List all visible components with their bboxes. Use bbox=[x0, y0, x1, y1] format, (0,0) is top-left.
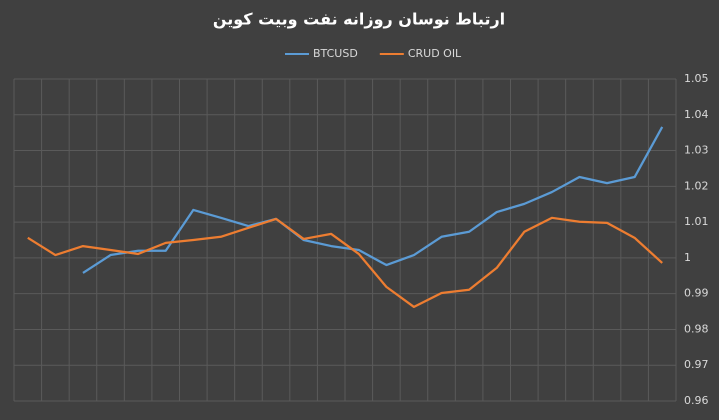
y-tick-label: 1.03 bbox=[684, 144, 709, 157]
y-tick-label: 1.05 bbox=[684, 72, 709, 85]
y-tick-label: 1.01 bbox=[684, 215, 709, 228]
y-tick-label: 1.02 bbox=[684, 179, 709, 192]
line-series bbox=[27, 216, 663, 309]
y-tick-label: 0.97 bbox=[684, 358, 709, 371]
y-tick-label: 1.04 bbox=[684, 108, 709, 121]
line-series bbox=[82, 126, 664, 274]
y-tick-label: 0.99 bbox=[684, 287, 709, 300]
y-tick-label: 1 bbox=[684, 251, 691, 264]
chart-title: ارتباط نوسان روزانه نفت وبیت کوین bbox=[213, 10, 505, 29]
legend-label: BTCUSD bbox=[313, 47, 358, 60]
y-tick-label: 0.98 bbox=[684, 322, 709, 335]
legend-label: CRUD OIL bbox=[408, 47, 462, 60]
y-tick-label: 0.96 bbox=[684, 394, 709, 407]
